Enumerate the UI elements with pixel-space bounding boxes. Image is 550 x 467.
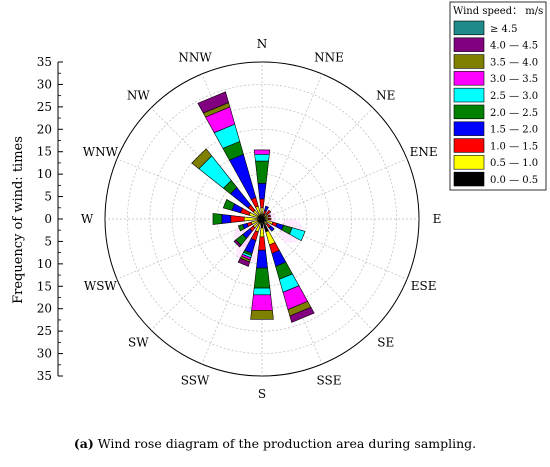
legend-swatch-8 bbox=[453, 155, 485, 170]
petal-s-bin-3 bbox=[251, 294, 273, 311]
direction-labels: N NNE NE ENE E ESE SE SSE S SSW SW WSW W WNW NW NNW bbox=[81, 37, 442, 401]
legend-swatch-1 bbox=[453, 37, 485, 52]
direction-label-e: E bbox=[433, 212, 442, 226]
y-tick-label: 20 bbox=[37, 122, 52, 136]
legend-label-6: 1.5 — 2.0 bbox=[490, 125, 538, 136]
y-tick-label: 25 bbox=[37, 324, 52, 338]
petal-s-bin-7 bbox=[258, 236, 266, 251]
legend-swatch-2 bbox=[453, 54, 485, 69]
wind-petals bbox=[191, 91, 315, 323]
wind-rose-chart: N NNE NE ENE E ESE SE SSE S SSW SW WSW W WNW NW NNW 0 5 5… bbox=[11, 1, 547, 401]
direction-label-se: SE bbox=[377, 336, 394, 350]
legend: Wind speed： m/s ≥ 4.5 4.0 — 4.5 3.5 — 4.0 3.… bbox=[449, 1, 547, 191]
direction-label-ene: ENE bbox=[410, 145, 438, 159]
petal-n-bin-4 bbox=[254, 154, 270, 162]
y-tick-label: 30 bbox=[37, 347, 52, 361]
direction-label-nw: NW bbox=[127, 88, 151, 102]
petal-s-bin-2 bbox=[250, 310, 274, 320]
legend-label-1: 4.0 — 4.5 bbox=[490, 41, 538, 52]
direction-label-ssw: SSW bbox=[181, 374, 210, 388]
y-tick-label: 10 bbox=[37, 167, 52, 181]
petal-sse-bin-8 bbox=[265, 230, 276, 246]
y-tick-label: 35 bbox=[37, 55, 52, 69]
legend-label-7: 1.0 — 1.5 bbox=[490, 141, 538, 152]
y-tick-label: 5 bbox=[44, 234, 52, 248]
direction-label-wsw: WSW bbox=[84, 279, 118, 293]
direction-label-nne: NNE bbox=[314, 50, 344, 64]
petal-w-bin-5 bbox=[212, 213, 223, 225]
grid-ring-30 bbox=[127, 84, 397, 354]
caption-text: Wind rose diagram of the production area… bbox=[93, 436, 477, 451]
legend-label-5: 2.0 — 2.5 bbox=[490, 108, 538, 119]
y-tick-label: 30 bbox=[37, 77, 52, 91]
petal-ese-bin-4 bbox=[289, 227, 306, 242]
petal-ssw-bin-1 bbox=[237, 257, 250, 267]
spoke-nne bbox=[261, 73, 323, 220]
petal-n-bin-5 bbox=[255, 160, 269, 184]
figure-caption: (a) Wind rose diagram of the production … bbox=[0, 436, 550, 451]
legend-swatch-6 bbox=[453, 121, 485, 136]
petal-wnw-bin-5 bbox=[222, 199, 235, 211]
petal-n-bin-7 bbox=[259, 198, 265, 209]
y-tick-label: 35 bbox=[37, 369, 52, 383]
direction-label-s: S bbox=[258, 387, 266, 401]
legend-label-3: 3.0 — 3.5 bbox=[490, 74, 538, 85]
y-tick-label: 5 bbox=[44, 190, 52, 204]
legend-swatch-0 bbox=[453, 20, 485, 36]
legend-label-4: 2.5 — 3.0 bbox=[490, 91, 538, 102]
petal-n-bin-6 bbox=[257, 183, 267, 200]
legend-title: Wind speed： m/s bbox=[453, 6, 543, 17]
frequency-axis: 0 5 5 10 10 15 15 20 20 25 25 30 30 35 35 bbox=[37, 55, 63, 383]
spoke-ne bbox=[261, 107, 374, 220]
petal-s-bin-8 bbox=[259, 227, 265, 238]
y-tick-label: 25 bbox=[37, 100, 52, 114]
petal-sw-bin-1 bbox=[233, 239, 242, 248]
direction-label-sse: SSE bbox=[316, 374, 341, 388]
petal-ene-bin-7 bbox=[267, 214, 272, 218]
direction-label-w: W bbox=[81, 212, 94, 226]
petal-sse-bin-1 bbox=[289, 306, 315, 323]
direction-label-ne: NE bbox=[376, 88, 395, 102]
y-tick-label: 0 bbox=[44, 212, 52, 226]
spoke-ene bbox=[261, 158, 408, 220]
legend-swatch-7 bbox=[453, 138, 485, 153]
petal-s-bin-5 bbox=[253, 267, 271, 289]
direction-label-sw: SW bbox=[128, 336, 149, 350]
legend-label-0: ≥ 4.5 bbox=[490, 24, 517, 35]
y-tick-label: 20 bbox=[37, 302, 52, 316]
caption-prefix: (a) bbox=[73, 436, 94, 451]
direction-label-ese: ESE bbox=[411, 279, 437, 293]
legend-label-8: 0.5 — 1.0 bbox=[490, 158, 538, 169]
legend-label-2: 3.5 — 4.0 bbox=[490, 57, 538, 68]
petal-nw-bin-2 bbox=[191, 148, 213, 170]
legend-swatch-3 bbox=[453, 71, 485, 86]
legend-swatch-5 bbox=[453, 104, 485, 120]
petal-e-bin-7 bbox=[268, 217, 272, 221]
y-tick-label: 10 bbox=[37, 257, 52, 271]
legend-swatch-9 bbox=[453, 171, 485, 187]
petal-ne-bin-7 bbox=[265, 209, 272, 216]
petal-n-bin-3 bbox=[253, 149, 271, 155]
direction-label-n: N bbox=[257, 37, 268, 51]
petal-w-bin-7 bbox=[230, 215, 245, 223]
petal-s-bin-4 bbox=[253, 287, 271, 296]
petal-nnw-bin-1 bbox=[197, 91, 229, 114]
y-tick-label: 15 bbox=[37, 145, 52, 159]
y-axis-label: Frequency of wind: times bbox=[11, 136, 26, 304]
petal-n-bin-8 bbox=[260, 207, 264, 215]
petal-wsw-bin-5 bbox=[237, 224, 245, 232]
direction-label-nnw: NNW bbox=[178, 50, 212, 64]
petal-nne-bin-6 bbox=[264, 205, 269, 212]
direction-label-wnw: WNW bbox=[83, 145, 119, 159]
petal-w-bin-6 bbox=[221, 214, 232, 224]
petal-s-bin-6 bbox=[256, 249, 268, 269]
petal-se-bin-6 bbox=[268, 225, 275, 232]
legend-swatch-4 bbox=[453, 87, 485, 103]
y-tick-label: 15 bbox=[37, 279, 52, 293]
legend-label-9: 0.0 — 0.5 bbox=[490, 175, 538, 186]
